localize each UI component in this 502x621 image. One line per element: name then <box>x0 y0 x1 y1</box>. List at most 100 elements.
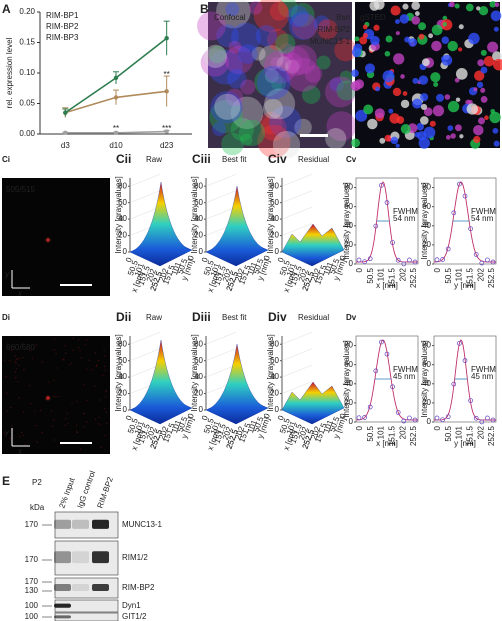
spot <box>45 395 51 401</box>
noise <box>85 339 88 341</box>
z-tick-label: 60 <box>118 198 127 207</box>
panel-label: Civ <box>268 152 287 166</box>
noise <box>85 368 88 370</box>
z-tick-label: 0 <box>199 247 204 256</box>
noise <box>66 412 68 414</box>
z-tick-label: 20 <box>118 231 127 240</box>
blob <box>272 130 301 159</box>
z-tick-label: 60 <box>194 356 203 365</box>
x-tick-label: d23 <box>160 141 174 150</box>
blob <box>430 72 441 83</box>
y-tick-label: 101 <box>170 260 183 276</box>
blob <box>271 76 287 92</box>
surface <box>281 381 345 425</box>
blob <box>263 50 297 84</box>
blob <box>339 70 353 84</box>
profile-point <box>390 240 395 245</box>
blob <box>458 24 464 30</box>
profile-point <box>462 358 468 363</box>
profile-point <box>440 417 445 423</box>
panel-label: E <box>2 474 10 488</box>
blob <box>375 86 380 92</box>
noise <box>105 396 107 398</box>
fraction: P2 <box>32 478 42 487</box>
noise <box>52 395 54 397</box>
y-tick-label: 0 <box>338 412 348 420</box>
blob <box>256 65 291 100</box>
blob <box>466 103 478 115</box>
band <box>92 551 109 564</box>
plot-title: Raw <box>146 155 162 164</box>
noise <box>72 337 74 339</box>
channel-label: RIM-BP2 <box>318 25 351 34</box>
panel-label: Diii <box>192 310 211 324</box>
noise <box>36 344 38 346</box>
y-tick-label: 0.20 <box>19 7 35 16</box>
noise <box>76 401 78 403</box>
noise <box>22 434 25 437</box>
y-tick-label: 80 <box>344 183 353 192</box>
noise <box>104 434 106 437</box>
blob <box>258 45 284 71</box>
blob <box>420 103 428 111</box>
fwhm-value: 45 nm <box>471 372 494 381</box>
profile-frame <box>433 177 497 265</box>
x-tick-label: 151.5 <box>466 267 475 288</box>
noise <box>67 422 69 424</box>
blob <box>492 127 499 134</box>
noise <box>95 352 97 354</box>
z-tick-label: 40 <box>194 214 203 223</box>
y-tick-label: 20 <box>422 240 431 249</box>
z-axis-label: Intensity [gray values] <box>114 176 123 253</box>
profile-point <box>479 419 485 425</box>
blob <box>393 53 405 65</box>
blob <box>370 35 380 46</box>
point <box>113 95 119 100</box>
x-tick-label: 101 <box>209 261 222 277</box>
profile-point <box>490 259 496 265</box>
blob <box>454 124 462 132</box>
z-tick-label: 80 <box>118 339 127 348</box>
blob <box>490 10 502 22</box>
grid-line <box>129 348 161 361</box>
profile-point <box>367 256 373 262</box>
noise <box>15 362 17 364</box>
noise <box>98 416 100 418</box>
z-tick-label: 40 <box>194 372 203 381</box>
blob <box>411 1 421 10</box>
z-axis-label: Intensity [gray values] <box>190 334 199 411</box>
noise <box>24 444 26 446</box>
noise <box>94 385 96 388</box>
noise <box>60 443 63 446</box>
blob <box>225 88 244 107</box>
x-tick-label: 202 <box>221 267 234 283</box>
x-axis-label: y [nm] <box>454 281 476 290</box>
x-tick-label: 101 <box>377 425 386 439</box>
blob <box>402 3 409 10</box>
noise <box>86 399 88 401</box>
blob <box>369 0 380 11</box>
grid-line <box>205 348 237 361</box>
noise <box>17 381 19 383</box>
blob <box>444 94 451 100</box>
profile-point <box>395 410 401 415</box>
blob <box>428 33 434 39</box>
blob <box>350 80 361 92</box>
noise <box>19 436 21 438</box>
profile-point <box>407 257 412 263</box>
panel-label: Dv <box>346 313 357 322</box>
y-axis-label: rel. expression level <box>5 37 14 108</box>
point <box>113 75 119 81</box>
blob <box>423 107 433 117</box>
noise <box>96 364 98 366</box>
noise <box>20 431 23 434</box>
noise <box>6 392 8 394</box>
z-axis-label: Intensity [gray values] <box>190 176 199 253</box>
blob <box>492 51 502 62</box>
blob <box>351 69 359 78</box>
noise <box>95 365 97 367</box>
blob <box>216 24 239 48</box>
point <box>63 130 68 135</box>
micrograph <box>2 336 110 454</box>
